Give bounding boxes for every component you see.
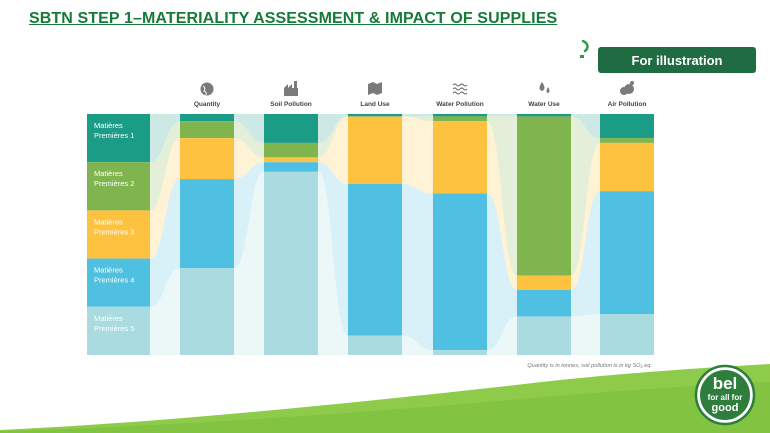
flow-ribbon (487, 114, 517, 117)
factory-icon (284, 81, 298, 96)
legend-label: Premières 4 (94, 276, 134, 285)
bar-segment (180, 138, 234, 180)
legend-block (87, 210, 150, 259)
legend-block (87, 162, 150, 211)
legend-label: Matières (94, 121, 123, 130)
slide-title: SBTN STEP 1–MATERIALITY ASSESSMENT & IMP… (29, 10, 558, 27)
flow-ribbon (150, 121, 180, 211)
bar-segment (433, 121, 487, 194)
flow-ribbon (487, 116, 517, 276)
waves-icon (452, 83, 468, 95)
flow-ribbon (150, 179, 180, 307)
flow-ribbon (487, 193, 517, 351)
flow-ribbon (402, 116, 433, 194)
flow-ribbon (150, 268, 180, 355)
category-label: Water Pollution (436, 101, 483, 108)
flow-ribbon (571, 114, 600, 139)
legend-label: Premières 1 (94, 131, 134, 140)
category-label: Land Use (360, 101, 390, 108)
bar-segment (517, 316, 571, 355)
bar-segment (433, 350, 487, 355)
smoke-cloud-icon (620, 81, 634, 95)
category-label: Air Pollution (608, 101, 647, 108)
flow-ribbon (571, 116, 600, 276)
legend-label: Premières 3 (94, 227, 134, 236)
chart-footnote: Quantity is in tonnes, soil pollution is… (527, 363, 652, 369)
flow-ribbon (234, 162, 264, 269)
bottom-swoosh (0, 364, 770, 433)
legend-label: Premières 2 (94, 179, 134, 188)
map-icon (368, 82, 382, 95)
legend-label: Matières (94, 314, 123, 323)
bar-segment (264, 162, 318, 172)
flow-ribbon (234, 171, 264, 355)
legend-block (87, 114, 150, 163)
bar-segment (180, 121, 234, 139)
legend-label: Matières (94, 169, 123, 178)
flow-ribbon (234, 138, 264, 180)
bar-segment (264, 142, 318, 158)
bar-segment (180, 179, 234, 269)
bar-segment (264, 171, 318, 355)
flow-ribbon (318, 116, 348, 158)
leaf-mark-icon (580, 40, 589, 58)
flow-ribbon (571, 191, 600, 317)
legend-block (87, 306, 150, 355)
bar-segment (600, 314, 654, 355)
bar-segment (600, 138, 654, 143)
bar-segment (264, 114, 318, 143)
flow-ribbon (571, 314, 600, 355)
globe-icon (200, 82, 214, 96)
flow-ribbon (318, 171, 348, 355)
bar-segment (348, 114, 402, 117)
bar-segment (600, 191, 654, 315)
bar-segment (433, 114, 487, 117)
logo-tagline-2: good (712, 402, 739, 414)
bar-segment (433, 116, 487, 122)
flow-ribbon (318, 114, 348, 143)
flow-ribbon (487, 121, 517, 290)
category-label: Soil Pollution (270, 101, 312, 108)
flow-ribbon (150, 138, 180, 259)
flow-ribbon (487, 316, 517, 355)
bar-segment (517, 275, 571, 290)
bar-segment (264, 157, 318, 163)
legend-label: Matières (94, 217, 123, 226)
flow-ribbon (402, 116, 433, 122)
logo-tagline-1: for all for (708, 393, 743, 402)
legend-label: Premières 5 (94, 324, 134, 333)
flow-ribbon (402, 183, 433, 351)
bar-segment (517, 116, 571, 276)
category-label: Quantity (194, 101, 221, 108)
bar-segment (348, 335, 402, 355)
bar-segment (180, 268, 234, 355)
bar-segment (517, 289, 571, 317)
logo-wordmark: bel (713, 374, 738, 393)
water-drops-icon (539, 82, 550, 93)
bar-segment (180, 114, 234, 122)
flow-ribbon (150, 114, 180, 163)
category-label: Water Use (528, 101, 560, 108)
bar-segment (600, 114, 654, 139)
bar-segment (348, 183, 402, 336)
flow-ribbon (571, 142, 600, 290)
legend-label: Matières (94, 266, 123, 275)
for-illustration-badge: For illustration (598, 47, 756, 73)
bar-segment (600, 142, 654, 192)
bar-segment (348, 116, 402, 184)
flow-ribbon (234, 121, 264, 158)
bel-logo: bel for all for good (694, 364, 756, 426)
bar-segment (433, 193, 487, 351)
bar-segment (517, 114, 571, 117)
flow-ribbon (318, 162, 348, 336)
flow-ribbon (318, 116, 348, 184)
flow-ribbon (402, 114, 433, 117)
legend-block (87, 258, 150, 307)
flow-ribbon (234, 114, 264, 143)
flow-ribbon (402, 335, 433, 355)
